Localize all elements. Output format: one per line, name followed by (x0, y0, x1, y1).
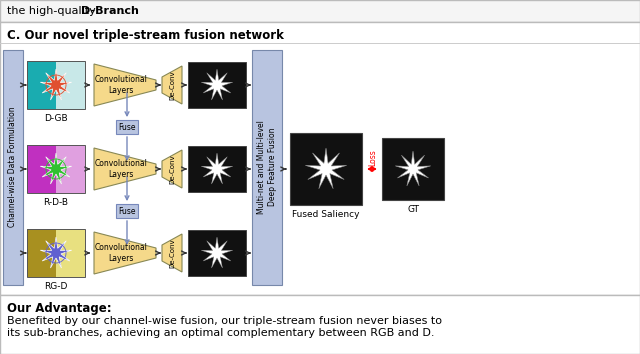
Polygon shape (305, 148, 347, 189)
Bar (3, 50, 23, 285)
Bar (290, 133, 362, 205)
Text: Our Advantage:: Our Advantage: (7, 302, 111, 315)
Polygon shape (201, 69, 233, 100)
Bar (56, 145, 85, 193)
Polygon shape (94, 64, 156, 106)
Text: GT: GT (407, 205, 419, 214)
Bar (0, 0, 640, 22)
Bar (0, 22, 640, 295)
Bar (188, 62, 246, 108)
Text: .: . (122, 6, 125, 16)
Bar (252, 50, 282, 285)
Polygon shape (201, 237, 233, 268)
Bar (188, 230, 246, 276)
Text: RG-D: RG-D (44, 282, 68, 291)
Bar (27, 229, 85, 277)
Bar (382, 138, 444, 200)
Bar (116, 204, 138, 218)
Bar (116, 120, 138, 134)
Polygon shape (40, 237, 72, 268)
Text: C. Our novel triple-stream fusion network: C. Our novel triple-stream fusion networ… (7, 29, 284, 41)
Text: De-Conv: De-Conv (169, 238, 175, 268)
Polygon shape (94, 232, 156, 274)
Text: De-Conv: De-Conv (169, 70, 175, 100)
Text: D-GB: D-GB (44, 114, 68, 123)
Text: Fuse: Fuse (118, 206, 136, 216)
Text: Fused Saliency: Fused Saliency (292, 210, 360, 219)
Polygon shape (162, 234, 182, 272)
Polygon shape (162, 150, 182, 188)
Bar (27, 145, 85, 193)
Text: the high-quality: the high-quality (7, 6, 99, 16)
Text: D-Branch: D-Branch (81, 6, 139, 16)
Bar (188, 146, 246, 192)
Text: Loss: Loss (369, 149, 378, 166)
Polygon shape (94, 148, 156, 190)
Polygon shape (162, 66, 182, 104)
Polygon shape (396, 151, 431, 186)
Bar (0, 295, 640, 354)
Text: Convolutional
Layers: Convolutional Layers (95, 243, 147, 263)
Text: Fuse: Fuse (118, 122, 136, 131)
Bar (27, 61, 56, 109)
Bar (27, 61, 85, 109)
Bar (56, 61, 85, 109)
Text: De-Conv: De-Conv (169, 154, 175, 184)
Polygon shape (40, 69, 72, 100)
Text: Multi-net and Multi-level
Deep Feature Fusion: Multi-net and Multi-level Deep Feature F… (257, 120, 276, 214)
Text: Convolutional
Layers: Convolutional Layers (95, 159, 147, 179)
Polygon shape (40, 153, 72, 184)
Bar (27, 145, 56, 193)
Text: R-D-B: R-D-B (44, 198, 68, 207)
Text: Benefited by our channel-wise fusion, our triple-stream fusion never biases to
i: Benefited by our channel-wise fusion, ou… (7, 316, 442, 338)
Text: Convolutional
Layers: Convolutional Layers (95, 75, 147, 95)
Bar (56, 229, 85, 277)
Polygon shape (201, 153, 233, 184)
Bar (27, 229, 56, 277)
Text: Channel-wise Data Formulation: Channel-wise Data Formulation (8, 107, 17, 227)
